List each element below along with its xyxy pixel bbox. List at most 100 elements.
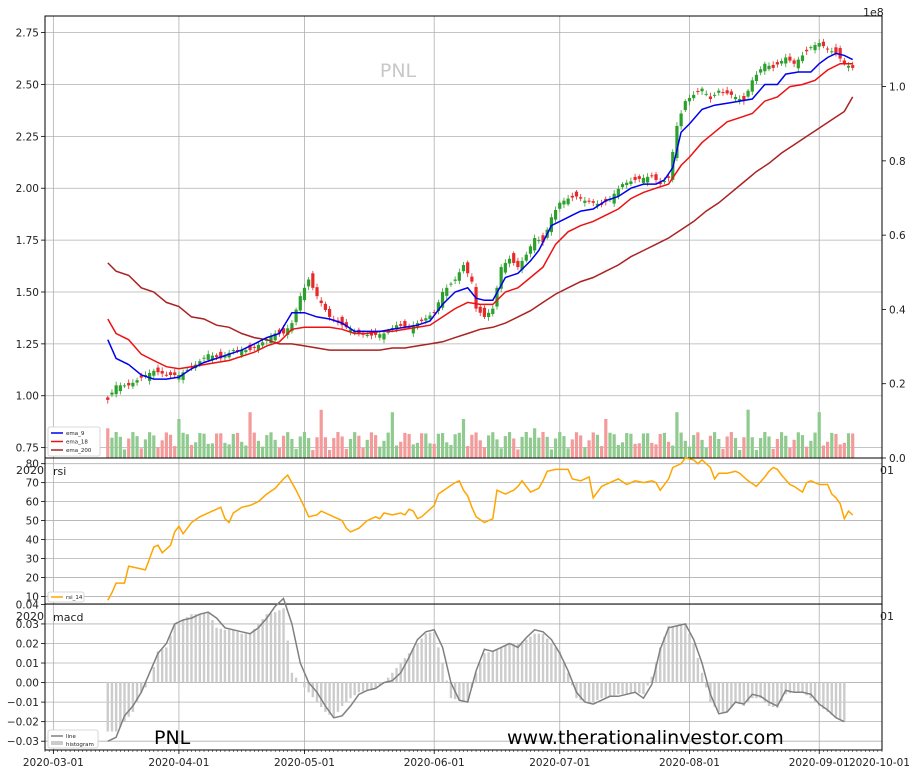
volume-bar: [733, 438, 738, 458]
macd-histogram-bar: [165, 647, 168, 683]
volume-bar: [591, 432, 595, 458]
volume-bar: [382, 440, 386, 458]
candle-body: [683, 101, 687, 111]
macd-histogram-bar: [412, 648, 415, 683]
volume-bar: [558, 432, 562, 458]
candle-body: [800, 55, 805, 62]
candle-body: [348, 329, 353, 332]
rsi-frame: [44, 457, 883, 605]
volume-bar: [411, 444, 415, 458]
candle-body: [106, 397, 110, 400]
macd-histogram-bar: [696, 658, 700, 683]
volume-bar: [106, 428, 110, 458]
macd-histogram-bar: [240, 633, 243, 683]
candle-body: [784, 57, 788, 64]
volume-bar: [185, 434, 189, 458]
candle-body: [533, 238, 537, 251]
volume-bar: [344, 448, 348, 458]
volume-bar: [261, 446, 265, 458]
volume-bar: [545, 436, 549, 458]
macd-histogram-bar: [194, 614, 197, 683]
macd-histogram-bar: [328, 682, 331, 715]
volume-bar: [428, 443, 432, 458]
candle-body: [646, 176, 650, 183]
volume-bar: [290, 438, 294, 458]
rsi-y-tick-label: 20: [26, 572, 39, 584]
price-legend-box: [47, 426, 101, 457]
candle-body: [327, 308, 332, 317]
macd-histogram-bar: [679, 624, 683, 683]
volume-bar: [277, 447, 281, 458]
volume-bar: [286, 432, 290, 458]
macd-histogram-bar: [479, 663, 482, 683]
volume-bar: [118, 436, 122, 458]
macd-histogram-bar: [131, 682, 135, 712]
volume-bar: [386, 432, 390, 458]
volume-bar: [574, 432, 579, 458]
candle-body: [679, 113, 683, 127]
candle-body: [729, 91, 733, 95]
macd-histogram-bar: [181, 620, 185, 683]
candle-body: [399, 324, 403, 326]
volume-bar: [637, 443, 641, 458]
macd-histogram-bar: [721, 682, 725, 712]
volume-bar: [800, 435, 805, 458]
price-y-tick-label: 1.00: [16, 391, 39, 403]
candle-body: [579, 197, 583, 199]
macd-panel-title: macd: [53, 611, 84, 624]
volume-bar: [675, 412, 679, 458]
rsi-clipped-date-left: 2020: [16, 464, 44, 477]
volume-bar: [219, 433, 223, 458]
macd-histogram-bar: [232, 629, 235, 683]
volume-y-tick-label: 0.0: [889, 453, 906, 465]
candle-body: [202, 357, 206, 359]
candle-body: [173, 372, 177, 375]
candle-body: [700, 88, 704, 92]
volume-bar: [244, 445, 248, 458]
volume-bar: [541, 432, 545, 458]
volume-bar: [294, 448, 298, 458]
volume-bar: [148, 432, 152, 458]
volume-bar: [227, 444, 231, 458]
macd-histogram-bar: [340, 682, 344, 707]
candle-body: [394, 325, 399, 330]
macd-y-tick-label: −0.02: [7, 717, 39, 729]
volume-bar: [692, 435, 696, 458]
macd-histogram-bar: [286, 640, 289, 683]
volume-bar: [307, 438, 311, 458]
candle-body: [374, 330, 378, 335]
candle-body: [361, 333, 365, 335]
candle-body: [152, 370, 156, 376]
date-tick-label: 2020-07-01: [529, 757, 590, 769]
candle-body: [796, 59, 800, 69]
macd-line: [107, 597, 845, 742]
macd-histogram-bar: [617, 682, 620, 695]
candle-body: [503, 262, 507, 273]
volume-bar: [608, 432, 612, 458]
macd-histogram-bar: [537, 633, 541, 683]
date-tick-label: 2020-08-01: [659, 757, 720, 769]
macd-histogram-bar: [349, 682, 352, 699]
candle-body: [114, 385, 118, 395]
macd-histogram-bar: [156, 651, 160, 683]
macd-histogram-bar: [119, 682, 122, 727]
macd-y-tick-label: −0.03: [7, 736, 39, 748]
candle-body: [449, 283, 453, 285]
candle-body: [738, 99, 742, 102]
volume-bar: [721, 448, 725, 458]
candle-body: [574, 191, 579, 197]
volume-bar: [231, 433, 235, 458]
volume-bar: [583, 447, 587, 458]
candle-body: [281, 328, 286, 334]
macd-histogram-bar: [809, 682, 813, 699]
candle-body: [407, 327, 411, 329]
candle-body: [537, 240, 541, 242]
macd-histogram-bar: [646, 682, 649, 686]
volume-bar: [549, 449, 553, 458]
volume-bar: [265, 435, 269, 458]
candle-body: [805, 49, 809, 52]
candle-body: [302, 287, 307, 301]
volume-bar: [432, 443, 436, 458]
candle-body: [428, 315, 432, 320]
volume-bar: [240, 441, 244, 458]
